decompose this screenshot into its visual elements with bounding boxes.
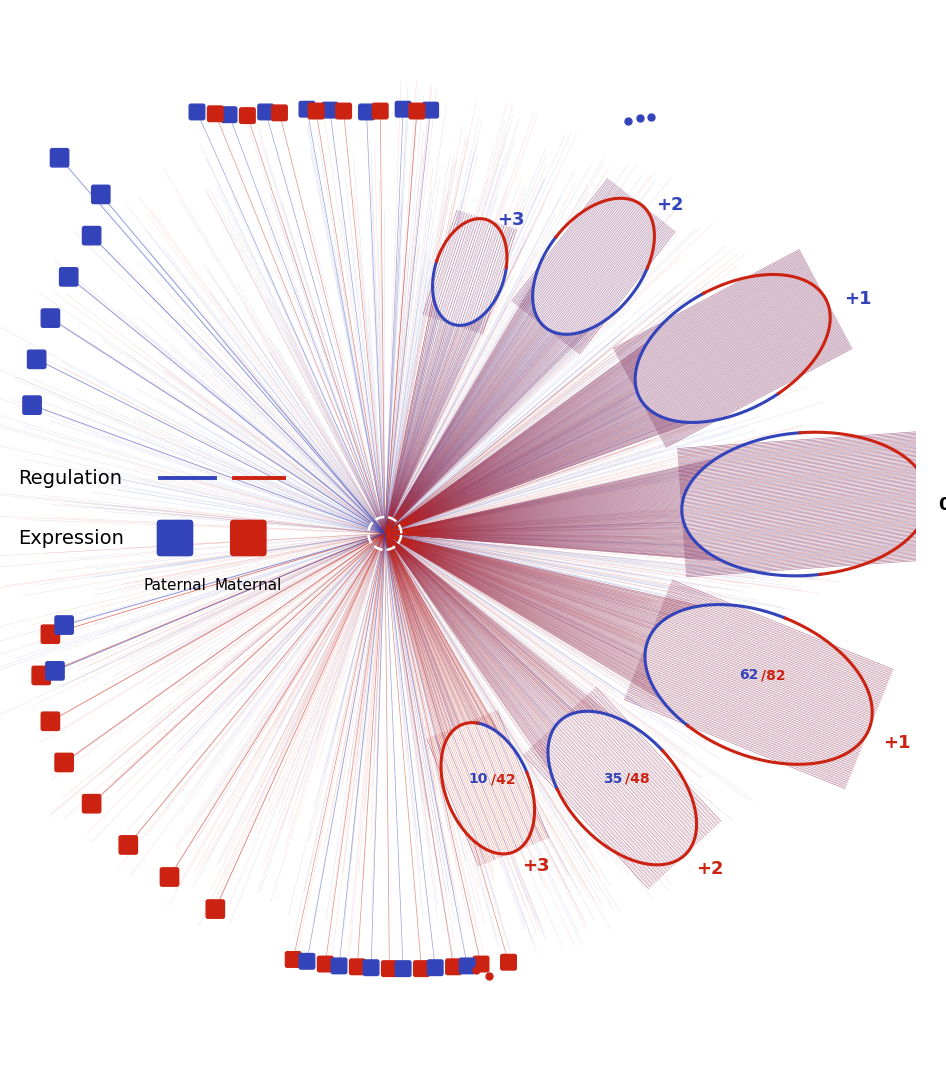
FancyBboxPatch shape <box>331 958 347 974</box>
Text: 35: 35 <box>603 771 622 785</box>
FancyBboxPatch shape <box>363 960 378 976</box>
Text: /42: /42 <box>491 773 516 787</box>
FancyBboxPatch shape <box>413 961 429 976</box>
FancyBboxPatch shape <box>349 959 365 975</box>
Text: Expression: Expression <box>18 528 124 548</box>
FancyBboxPatch shape <box>207 107 223 122</box>
FancyBboxPatch shape <box>395 961 411 976</box>
Text: 0: 0 <box>937 496 946 513</box>
Text: /82: /82 <box>762 668 786 682</box>
FancyBboxPatch shape <box>446 959 462 975</box>
FancyBboxPatch shape <box>272 105 288 121</box>
FancyBboxPatch shape <box>500 954 517 969</box>
FancyBboxPatch shape <box>286 951 301 967</box>
FancyBboxPatch shape <box>82 794 101 812</box>
FancyBboxPatch shape <box>221 107 236 123</box>
FancyBboxPatch shape <box>336 103 351 118</box>
Text: 62: 62 <box>739 668 759 682</box>
FancyBboxPatch shape <box>157 520 193 556</box>
FancyBboxPatch shape <box>299 953 315 969</box>
FancyBboxPatch shape <box>258 104 273 119</box>
FancyBboxPatch shape <box>27 350 45 368</box>
Polygon shape <box>548 711 696 865</box>
FancyBboxPatch shape <box>55 615 73 634</box>
FancyBboxPatch shape <box>23 396 42 414</box>
Text: +3: +3 <box>522 856 550 875</box>
FancyBboxPatch shape <box>230 520 267 556</box>
FancyBboxPatch shape <box>299 101 315 117</box>
FancyBboxPatch shape <box>423 102 438 118</box>
Polygon shape <box>441 723 534 854</box>
Polygon shape <box>682 433 929 576</box>
FancyBboxPatch shape <box>239 108 255 124</box>
Text: Paternal: Paternal <box>144 578 206 593</box>
FancyBboxPatch shape <box>373 103 388 118</box>
FancyBboxPatch shape <box>45 662 64 680</box>
FancyBboxPatch shape <box>50 148 69 167</box>
FancyBboxPatch shape <box>359 104 375 119</box>
FancyBboxPatch shape <box>160 868 179 887</box>
Polygon shape <box>645 605 872 764</box>
FancyBboxPatch shape <box>42 309 60 327</box>
FancyBboxPatch shape <box>60 268 78 286</box>
FancyBboxPatch shape <box>82 226 101 245</box>
Polygon shape <box>432 218 507 325</box>
Polygon shape <box>635 274 831 423</box>
FancyBboxPatch shape <box>42 712 60 731</box>
FancyBboxPatch shape <box>92 185 110 203</box>
Text: +1: +1 <box>845 291 872 308</box>
FancyBboxPatch shape <box>119 836 137 854</box>
FancyBboxPatch shape <box>189 104 204 119</box>
FancyBboxPatch shape <box>206 900 224 918</box>
Text: +2: +2 <box>695 860 724 878</box>
Text: Regulation: Regulation <box>18 469 122 487</box>
Text: /48: /48 <box>625 771 650 785</box>
FancyBboxPatch shape <box>473 957 489 972</box>
FancyBboxPatch shape <box>395 101 411 117</box>
Text: +2: +2 <box>656 196 683 214</box>
Text: Maternal: Maternal <box>215 578 282 593</box>
FancyBboxPatch shape <box>42 625 60 643</box>
FancyBboxPatch shape <box>32 666 50 684</box>
FancyBboxPatch shape <box>428 960 443 976</box>
Text: 10: 10 <box>468 773 488 787</box>
FancyBboxPatch shape <box>409 103 425 118</box>
Text: +3: +3 <box>498 211 525 229</box>
FancyBboxPatch shape <box>55 753 73 771</box>
FancyBboxPatch shape <box>308 103 324 118</box>
FancyBboxPatch shape <box>318 957 333 972</box>
Text: +1: +1 <box>884 734 911 752</box>
FancyBboxPatch shape <box>460 958 475 974</box>
FancyBboxPatch shape <box>381 961 397 976</box>
FancyBboxPatch shape <box>322 102 338 118</box>
Polygon shape <box>533 198 655 335</box>
